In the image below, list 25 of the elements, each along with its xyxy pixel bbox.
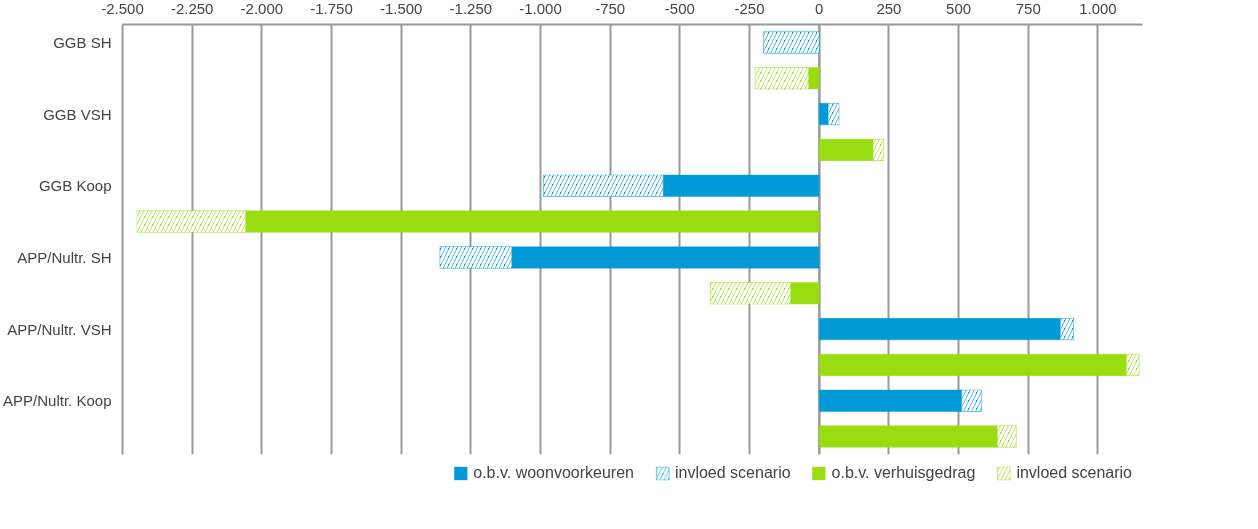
x-tick-label: -2.000 <box>240 0 284 17</box>
x-tick-label: -1.250 <box>449 0 493 17</box>
x-tick-label: 1.000 <box>1079 0 1117 17</box>
y-tick-label: GGB VSH <box>43 105 112 123</box>
x-tick-label: 250 <box>876 0 902 17</box>
x-tick-label: -750 <box>595 0 626 17</box>
x-tick-label: -2.250 <box>170 0 214 17</box>
x-tick-label: -1.750 <box>310 0 353 17</box>
x-tick-label: -2.500 <box>101 0 144 17</box>
legend-label: invloed scenario <box>1016 464 1132 482</box>
y-tick-label: APP/Nultr. Koop <box>3 392 112 410</box>
y-tick-label: GGB Koop <box>38 177 112 195</box>
legend-label: o.b.v. verhuisgedrag <box>831 464 976 482</box>
y-tick-label: APP/Nultr. SH <box>17 248 112 266</box>
x-tick-label: -1.000 <box>519 0 562 17</box>
x-tick-label: 500 <box>946 0 972 17</box>
legend-label: o.b.v. woonvoorkeuren <box>473 464 634 482</box>
legend-label: invloed scenario <box>674 464 791 482</box>
y-tick-label: GGB SH <box>53 33 112 51</box>
x-tick-label: -250 <box>734 0 765 17</box>
x-tick-label: 0 <box>815 0 824 17</box>
x-tick-label: 750 <box>1015 0 1041 17</box>
x-tick-label: -500 <box>664 0 695 17</box>
x-tick-label: -1.500 <box>379 0 423 17</box>
y-tick-label: APP/Nultr. VSH <box>7 320 112 338</box>
